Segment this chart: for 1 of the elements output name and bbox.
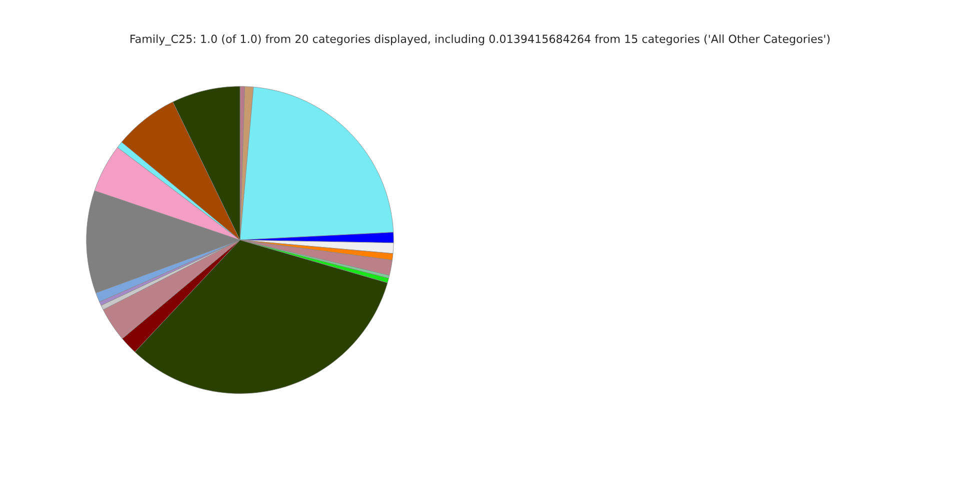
text: Family_C25: 1.0 (of 1.0) from 20 categories displayed, including 0.0139415684264 from 15 categories ('All Other Categories') (130, 34, 830, 46)
